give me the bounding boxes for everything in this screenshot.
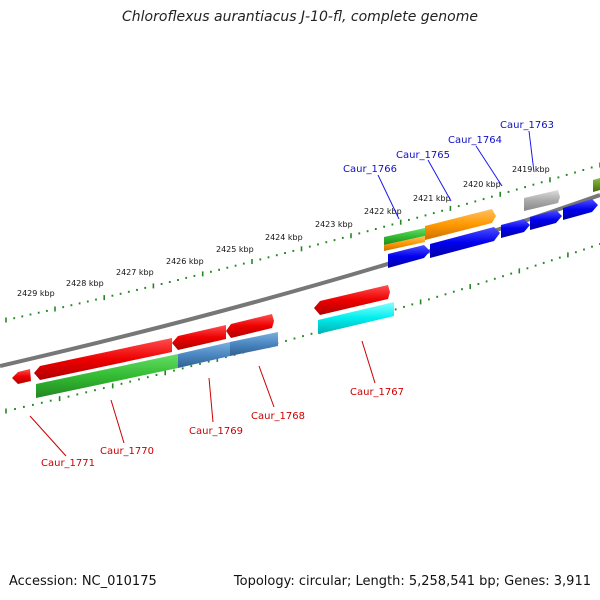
upper-tick-scale <box>5 162 600 323</box>
gene-gray[interactable] <box>524 190 560 211</box>
accession-text: Accession: NC_010175 <box>9 574 157 589</box>
gene-label-caur-1764[interactable]: Caur_1764 <box>448 135 502 146</box>
kbp-label-2420: 2420 kbp <box>463 180 501 189</box>
gene-red-1770[interactable] <box>34 338 172 380</box>
leader-caur-1765 <box>427 159 452 202</box>
gene-orange-large[interactable] <box>425 209 496 240</box>
kbp-label-2427: 2427 kbp <box>116 268 154 277</box>
gene-label-caur-1767[interactable]: Caur_1767 <box>350 387 404 398</box>
gene-steel-1769[interactable] <box>178 342 230 368</box>
gene-steel-1768[interactable] <box>230 332 278 356</box>
kbp-label-2425: 2425 kbp <box>216 245 254 254</box>
kbp-label-2429: 2429 kbp <box>17 289 55 298</box>
lower-tick-scale <box>5 243 600 414</box>
gene-label-caur-1771[interactable]: Caur_1771 <box>41 458 95 469</box>
gene-label-caur-1763[interactable]: Caur_1763 <box>500 120 554 131</box>
gene-blue-3[interactable] <box>501 219 530 238</box>
leader-caur-1768 <box>258 365 275 408</box>
genome-summary-text: Topology: circular; Length: 5,258,541 bp… <box>233 574 591 589</box>
genome-title: Chloroflexus aurantiacus J-10-fl, comple… <box>122 9 478 25</box>
leader-caur-1763 <box>528 130 535 173</box>
gene-orange-upper[interactable] <box>384 236 425 251</box>
kbp-label-2422: 2422 kbp <box>364 207 402 216</box>
gene-blue-5[interactable] <box>563 199 598 220</box>
leader-caur-1766 <box>377 174 400 220</box>
gene-red-1768[interactable] <box>226 314 274 338</box>
gene-green-upper[interactable] <box>384 228 425 245</box>
gene-red-1769[interactable] <box>172 325 226 350</box>
kbp-label-2428: 2428 kbp <box>66 279 104 288</box>
gene-label-caur-1770[interactable]: Caur_1770 <box>100 446 154 457</box>
gene-blue-4[interactable] <box>530 210 562 230</box>
gene-label-caur-1766[interactable]: Caur_1766 <box>343 164 397 175</box>
gene-blue-2[interactable] <box>430 227 500 258</box>
gene-green-1770[interactable] <box>36 354 178 398</box>
kbp-label-2419: 2419 kbp <box>512 165 550 174</box>
leader-caur-1764 <box>475 145 503 187</box>
leader-caur-1767 <box>361 340 376 384</box>
kbp-label-2424: 2424 kbp <box>265 233 303 242</box>
gene-blue-1[interactable] <box>388 245 430 268</box>
gene-olive[interactable] <box>593 178 600 192</box>
leader-caur-1771 <box>29 415 67 457</box>
leader-caur-1769 <box>208 377 214 423</box>
kbp-label-2423: 2423 kbp <box>315 220 353 229</box>
gene-label-caur-1769[interactable]: Caur_1769 <box>189 426 243 437</box>
kbp-label-2421: 2421 kbp <box>413 194 451 203</box>
gene-label-caur-1765[interactable]: Caur_1765 <box>396 150 450 161</box>
leader-caur-1770 <box>110 399 125 444</box>
kbp-label-2426: 2426 kbp <box>166 257 204 266</box>
gene-red-1767[interactable] <box>314 285 390 315</box>
gene-red-1771[interactable] <box>12 369 31 384</box>
gene-label-caur-1768[interactable]: Caur_1768 <box>251 411 305 422</box>
gene-cyan-1767[interactable] <box>318 302 394 334</box>
